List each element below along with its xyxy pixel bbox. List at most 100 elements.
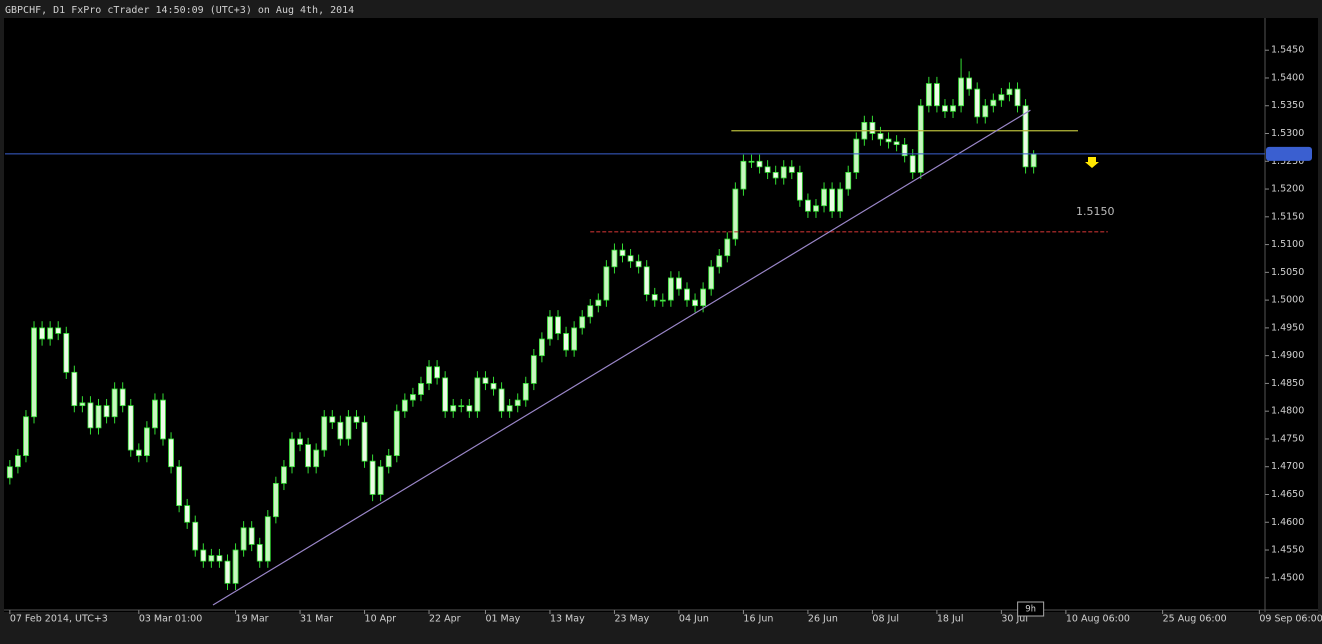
candle-body (885, 138, 892, 143)
candle-body (240, 527, 247, 551)
x-tick-label: 03 Mar 01:00 (139, 614, 202, 625)
candle-body (337, 421, 344, 440)
candle-body (788, 166, 795, 173)
trend-line (212, 109, 1031, 606)
candle-body (676, 277, 682, 290)
x-tick-label: 23 May (614, 614, 649, 625)
candle-body (764, 166, 771, 173)
candle-body (909, 155, 916, 173)
y-tick-label: 1.4650 (1271, 489, 1304, 500)
candle-body (659, 299, 666, 302)
y-tick-label: 1.5050 (1271, 267, 1304, 278)
candle-body (982, 105, 989, 118)
candle-body (893, 141, 900, 146)
x-tick-label: 10 Apr (365, 614, 397, 625)
candle-body (579, 316, 586, 329)
candle-body (216, 555, 223, 562)
candle-body (603, 266, 610, 301)
plot-background (4, 18, 1318, 612)
candle-body (530, 355, 537, 384)
candle-body (821, 188, 827, 207)
candle-body (498, 388, 505, 412)
x-tick-label: 30 Jul (1001, 614, 1028, 625)
candle-body (1014, 88, 1021, 107)
candle-body (345, 416, 352, 440)
candle-body (168, 438, 174, 468)
y-tick-label: 1.5200 (1271, 184, 1304, 195)
candle-body (95, 405, 102, 429)
y-tick-label: 1.5450 (1271, 45, 1304, 56)
candle-body (152, 399, 158, 429)
candle-body (14, 455, 21, 468)
candle-body (869, 122, 876, 134)
candle-body (563, 333, 569, 351)
candle-body (772, 171, 779, 179)
y-tick-label: 1.4850 (1271, 378, 1304, 389)
x-tick-label: 25 Aug 06:00 (1163, 614, 1227, 625)
candle-body (732, 188, 739, 240)
candle-body (23, 416, 29, 457)
candle-body (71, 371, 78, 407)
candle-body (208, 555, 215, 562)
y-tick-label: 1.5300 (1271, 128, 1304, 139)
candle-body (256, 544, 263, 562)
candle-body (305, 444, 312, 468)
candle-body (708, 266, 715, 290)
candle-body (6, 466, 13, 479)
x-tick-label: 22 Apr (429, 614, 461, 625)
candle-body (845, 171, 852, 190)
candle-body (651, 294, 658, 301)
candle-body (353, 416, 360, 423)
candle-body (272, 482, 279, 518)
candle-body (111, 388, 118, 418)
candle-body (805, 199, 811, 212)
candle-body (813, 205, 819, 212)
candle-body (700, 288, 707, 307)
candle-body (829, 188, 836, 212)
current-price-box (1266, 146, 1312, 161)
candle-body (55, 327, 62, 334)
candle-body (87, 402, 94, 429)
candle-body (635, 260, 642, 268)
countdown-box (1017, 601, 1045, 617)
candle-body (200, 549, 207, 562)
candle-body (426, 366, 432, 384)
candle-body (958, 77, 964, 107)
candle-body (966, 77, 973, 90)
candle-body (264, 516, 271, 562)
candle-body (595, 299, 602, 307)
candle-body (627, 255, 634, 262)
y-tick-label: 1.4950 (1271, 322, 1304, 333)
y-tick-label: 1.5250 (1271, 156, 1304, 167)
candle-body (176, 466, 183, 506)
y-tick-label: 1.4700 (1271, 461, 1304, 472)
candle-body (1030, 153, 1037, 168)
candle-body (393, 410, 400, 457)
y-tick-label: 1.5150 (1271, 211, 1304, 222)
candle-body (482, 377, 489, 384)
candle-body (160, 399, 166, 440)
candle-body (385, 455, 392, 468)
candle-body (1022, 105, 1029, 168)
candle-body (942, 105, 948, 112)
candle-body (901, 144, 908, 157)
chart-title: GBPCHF, D1 FxPro cTrader 14:50:09 (UTC+3… (5, 5, 354, 16)
axes: 1.4500 1.4550 1.4600 1.4650 1.4700 1.4750 1.48… (9, 45, 1322, 625)
candle-body (377, 466, 384, 495)
y-tick-label: 1.4900 (1271, 350, 1304, 361)
candle-body (361, 421, 368, 462)
x-tick-label: 08 Jul (872, 614, 899, 625)
y-tick-label: 1.4500 (1271, 572, 1304, 583)
candle-body (950, 105, 956, 112)
y-tick-label: 1.4750 (1271, 433, 1304, 444)
candle-body (47, 327, 54, 340)
x-tick-label: 04 Jun (679, 614, 709, 625)
candle-body (490, 383, 497, 390)
candle-body (321, 416, 328, 451)
candle-body (329, 416, 336, 423)
candle-body (119, 388, 126, 407)
candle-body (184, 505, 191, 523)
candle-body (837, 188, 844, 212)
